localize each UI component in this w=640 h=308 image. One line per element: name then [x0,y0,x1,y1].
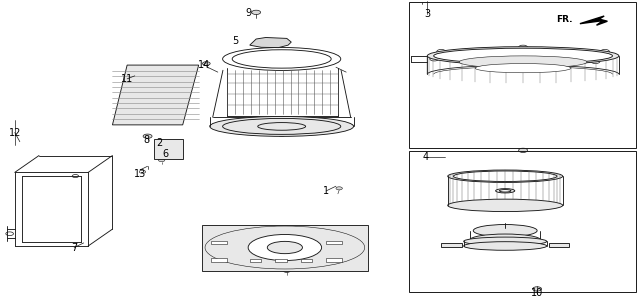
Circle shape [143,70,150,73]
Circle shape [252,10,260,14]
Circle shape [436,50,445,54]
Circle shape [143,134,152,138]
Bar [326,258,342,262]
Ellipse shape [210,116,353,136]
Circle shape [223,129,230,132]
Ellipse shape [460,56,587,68]
Ellipse shape [434,48,612,63]
Ellipse shape [470,234,540,246]
Text: 12: 12 [8,128,21,138]
Text: 10: 10 [531,288,543,298]
Circle shape [223,120,230,124]
Text: 14: 14 [198,60,210,70]
Text: 7: 7 [71,242,77,253]
Text: 2: 2 [156,138,162,148]
Ellipse shape [268,241,303,254]
Text: 6: 6 [163,149,168,159]
Circle shape [265,40,275,45]
Circle shape [600,50,609,54]
Ellipse shape [454,171,557,181]
Bar [211,258,227,262]
Circle shape [591,59,600,63]
Polygon shape [250,38,291,48]
Polygon shape [124,79,141,87]
Ellipse shape [448,170,563,182]
Circle shape [278,116,285,120]
Ellipse shape [428,47,619,65]
Polygon shape [580,16,607,25]
Text: 4: 4 [422,152,428,162]
Ellipse shape [464,242,547,250]
Circle shape [159,159,165,162]
Bar [250,259,261,262]
Circle shape [518,45,527,50]
Bar [275,259,287,262]
Circle shape [147,75,152,78]
Ellipse shape [495,188,515,193]
Circle shape [158,75,166,78]
Ellipse shape [499,189,511,192]
Circle shape [202,62,210,65]
Text: FR.: FR. [556,14,572,24]
Bar [410,2,636,148]
Circle shape [334,129,340,132]
Text: 1: 1 [323,186,330,196]
Text: 9: 9 [245,8,252,18]
Circle shape [128,81,133,83]
Polygon shape [442,243,462,247]
Circle shape [334,120,340,124]
Circle shape [165,148,172,152]
Circle shape [532,287,541,291]
Bar [154,139,182,159]
Ellipse shape [448,199,563,212]
Circle shape [518,148,527,152]
Text: 5: 5 [232,35,239,46]
Text: 8: 8 [143,135,149,145]
Ellipse shape [473,225,537,237]
Circle shape [283,269,291,272]
Circle shape [278,133,285,136]
Circle shape [207,263,215,267]
Polygon shape [548,243,569,247]
Circle shape [165,153,172,156]
Ellipse shape [248,234,321,261]
Circle shape [430,57,439,61]
Bar [202,225,368,270]
Bar [211,241,227,245]
Circle shape [207,236,215,240]
Bar [301,259,312,262]
Text: 13: 13 [134,169,146,179]
Bar [410,151,636,292]
Circle shape [351,263,359,267]
Circle shape [336,187,342,190]
Circle shape [165,144,172,147]
Ellipse shape [464,237,547,246]
Bar [326,241,342,245]
Ellipse shape [475,63,571,73]
Text: 11: 11 [121,74,133,84]
Circle shape [351,236,359,240]
Polygon shape [113,65,198,125]
Text: 3: 3 [424,10,430,19]
Circle shape [501,226,509,230]
Circle shape [502,62,511,67]
